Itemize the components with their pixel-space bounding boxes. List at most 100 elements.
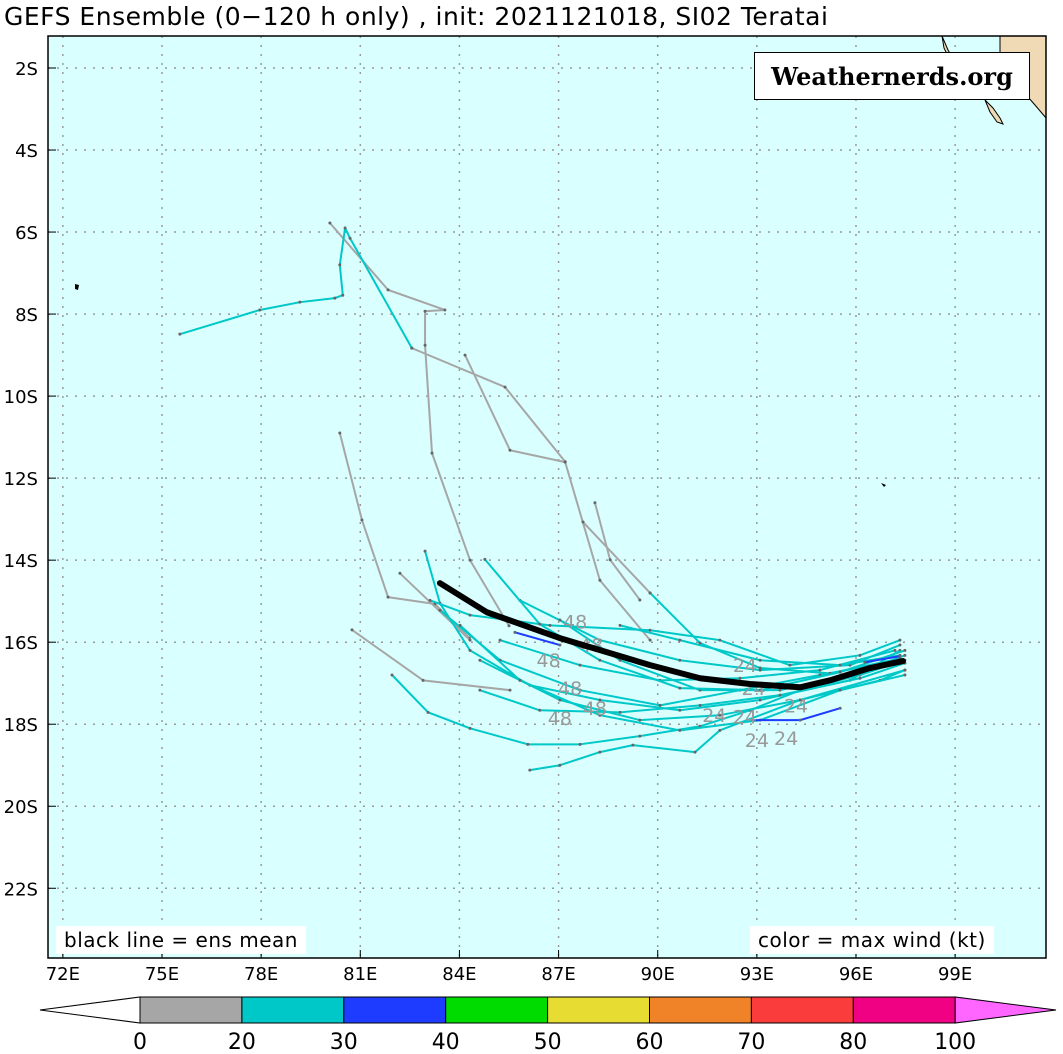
- track-point: [678, 728, 682, 732]
- track-point: [578, 688, 582, 692]
- track-point: [258, 308, 262, 312]
- track-point: [513, 630, 517, 634]
- track-point: [178, 332, 182, 336]
- track-point: [348, 236, 352, 240]
- track-point: [478, 688, 482, 692]
- track-point: [778, 693, 782, 697]
- track-point: [421, 678, 425, 682]
- colorbar-tick-label: 40: [432, 1030, 460, 1054]
- colorbar-bin: [445, 996, 549, 1024]
- colorbar-tick-label: 100: [934, 1030, 976, 1054]
- lon-tick-label: 72E: [46, 964, 80, 985]
- ensemble-member-track: [429, 599, 901, 667]
- track-point: [338, 431, 342, 435]
- lon-tick-label: 84E: [442, 964, 476, 985]
- track-point: [578, 742, 582, 746]
- track-point: [858, 676, 862, 680]
- colorbar-bin: [547, 996, 650, 1024]
- track-point: [838, 688, 842, 692]
- track-point: [903, 668, 907, 672]
- track-point: [578, 663, 582, 667]
- island-siberut: [984, 99, 1004, 125]
- track-point: [598, 713, 602, 717]
- ensemble-member-track: [329, 222, 510, 627]
- track-point: [678, 708, 682, 712]
- track-point: [698, 641, 702, 645]
- colorbar-tick-label: 60: [636, 1030, 664, 1054]
- track-point: [350, 628, 354, 632]
- track-point: [758, 698, 762, 702]
- lon-tick-label: 87E: [541, 964, 575, 985]
- forecast-hour-label: 24: [733, 655, 757, 677]
- forecast-hour-label: 24: [745, 730, 769, 752]
- colorbar-tick-label: 80: [839, 1030, 867, 1054]
- track-point: [598, 698, 602, 702]
- ensemble-member-track: [514, 631, 561, 647]
- track-point: [758, 688, 762, 692]
- track-point: [558, 763, 562, 767]
- ensemble-mean-track: [436, 580, 906, 691]
- ensemble-member-track: [582, 521, 651, 594]
- track-point: [343, 226, 347, 230]
- track-point: [838, 670, 842, 674]
- track-point: [898, 638, 902, 642]
- map-frame: [47, 35, 1047, 959]
- track-point: [738, 676, 742, 680]
- lon-tick-label: 81E: [343, 964, 377, 985]
- track-point: [758, 668, 762, 672]
- track-point: [468, 613, 472, 617]
- lon-tick-label: 90E: [641, 964, 675, 985]
- track-point: [498, 638, 502, 642]
- track-point: [341, 293, 345, 297]
- track-point: [818, 668, 822, 672]
- ensemble-member-track: [864, 655, 901, 664]
- lat-tick-label: 6S: [15, 223, 38, 244]
- lon-tick-label: 78E: [244, 964, 278, 985]
- track-point: [390, 673, 394, 677]
- track-point: [438, 608, 442, 612]
- track-point: [858, 653, 862, 657]
- colorbar-tick-label: 20: [228, 1030, 256, 1054]
- track-point: [503, 385, 507, 389]
- colorbar-tick-label: 0: [133, 1030, 147, 1054]
- track-point: [751, 718, 755, 722]
- track-point: [863, 660, 867, 664]
- colorbar-tick-label: 70: [737, 1030, 765, 1054]
- track-point: [581, 520, 585, 524]
- track-point: [898, 654, 902, 658]
- forecast-hour-label: 24: [733, 706, 757, 728]
- island-cocos: [881, 483, 886, 487]
- track-point: [423, 343, 427, 347]
- colorbar-under-arrow: [39, 996, 141, 1024]
- forecast-hour-label: 24: [702, 705, 726, 727]
- track-point: [468, 558, 472, 562]
- lon-tick-label: 99E: [938, 964, 972, 985]
- lat-tick-label: 8S: [15, 305, 38, 326]
- colorbar-bin: [343, 996, 447, 1024]
- track-point: [428, 598, 432, 602]
- track-point: [718, 728, 722, 732]
- lon-tick-label: 75E: [145, 964, 179, 985]
- track-point: [598, 750, 602, 754]
- track-point: [398, 571, 402, 575]
- track-point: [508, 688, 512, 692]
- forecast-hour-label: 48: [583, 698, 607, 720]
- colorbar-tick-label: 50: [534, 1030, 562, 1054]
- chart-title: GEFS Ensemble (0−120 h only) , init: 202…: [4, 2, 829, 31]
- lat-tick-label: 12S: [4, 469, 38, 490]
- colorbar-bin: [750, 996, 854, 1024]
- track-point: [678, 658, 682, 662]
- track-point: [526, 742, 530, 746]
- track-point: [468, 638, 472, 642]
- track-point: [458, 623, 462, 627]
- watermark-logo: Weathernerds.org: [754, 52, 1030, 100]
- track-point: [658, 703, 662, 707]
- track-point: [798, 698, 802, 702]
- track-point: [386, 288, 390, 292]
- grid: [48, 36, 1046, 958]
- track-point: [718, 713, 722, 717]
- track-point: [758, 658, 762, 662]
- track-point: [328, 221, 332, 225]
